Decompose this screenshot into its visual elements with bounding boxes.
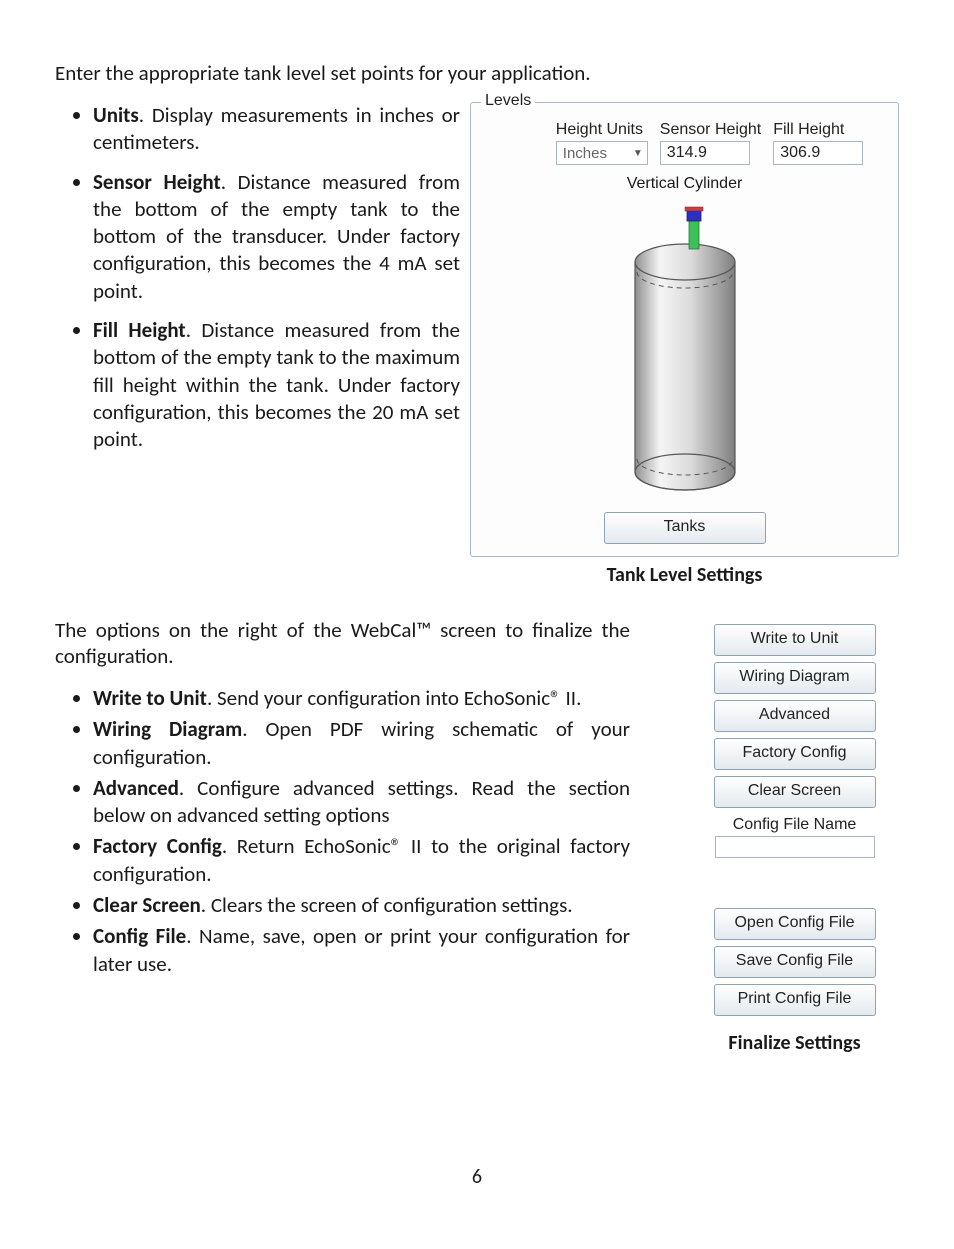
bullet-sensor-height: Sensor Height. Distance measured from th… [93, 169, 460, 305]
levels-panel: Levels Height Units Inches ▼ Sensor Heig… [470, 102, 899, 557]
bullet-clear: Clear Screen. Clears the screen of confi… [93, 892, 630, 919]
bullet-write: Write to Unit. Send your configuration i… [93, 685, 630, 712]
factory-config-button[interactable]: Factory Config [714, 738, 876, 770]
page-number: 6 [55, 1165, 899, 1189]
config-file-name-label: Config File Name [733, 816, 857, 834]
bullet-cfg-title: Config File [93, 923, 186, 949]
bullet-adv-title: Advanced [93, 775, 179, 801]
bullet-sensor-title: Sensor Height [93, 169, 221, 195]
tank-type-label: Vertical Cylinder [483, 175, 886, 193]
open-config-file-button[interactable]: Open Config File [714, 908, 876, 940]
clear-screen-button[interactable]: Clear Screen [714, 776, 876, 808]
bullet-write-text: . Send your configuration into EchoSonic… [207, 685, 581, 711]
save-config-file-button[interactable]: Save Config File [714, 946, 876, 978]
height-units-label: Height Units [556, 121, 643, 139]
fill-height-input[interactable]: 306.9 [773, 141, 863, 165]
bullet-clear-title: Clear Screen [93, 892, 201, 918]
tanks-button[interactable]: Tanks [604, 512, 766, 544]
finalize-button-panel: Write to Unit Wiring Diagram Advanced Fa… [690, 623, 899, 1023]
bullet-wiring: Wiring Diagram. Open PDF wiring schemati… [93, 716, 630, 771]
intro-text: Enter the appropriate tank level set poi… [55, 60, 899, 86]
bullet-config-file: Config File. Name, save, open or print y… [93, 923, 630, 978]
bullet-units-text: . Display measurements in inches or cent… [93, 102, 460, 155]
write-to-unit-button[interactable]: Write to Unit [714, 624, 876, 656]
bullet-units-title: Units [93, 102, 139, 128]
bullet-fill-height: Fill Height. Distance measured from the … [93, 317, 460, 453]
print-config-file-button[interactable]: Print Config File [714, 984, 876, 1016]
bullet-clear-text: . Clears the screen of configuration set… [201, 892, 573, 918]
bullet-factory-title: Factory Config [93, 833, 222, 859]
bullet-fill-title: Fill Height [93, 317, 186, 343]
sensor-height-input[interactable]: 314.9 [660, 141, 750, 165]
bullet-list-1: Units. Display measurements in inches or… [55, 102, 460, 454]
config-file-name-input[interactable] [715, 836, 875, 858]
levels-legend: Levels [481, 92, 535, 110]
tank-level-settings-caption: Tank Level Settings [470, 563, 899, 587]
fill-height-label: Fill Height [773, 121, 844, 139]
bullet-list-2: Write to Unit. Send your configuration i… [55, 685, 630, 978]
bullet-wiring-title: Wiring Diagram [93, 716, 242, 742]
bullet-factory: Factory Config. Return EchoSonic® II to … [93, 833, 630, 888]
bullet-write-title: Write to Unit [93, 685, 207, 711]
wiring-diagram-button[interactable]: Wiring Diagram [714, 662, 876, 694]
sensor-height-label: Sensor Height [660, 121, 761, 139]
height-units-dropdown[interactable]: Inches ▼ [556, 141, 648, 165]
advanced-button[interactable]: Advanced [714, 700, 876, 732]
chevron-down-icon: ▼ [631, 148, 645, 159]
height-units-value: Inches [563, 145, 631, 162]
section2-intro: The options on the right of the WebCal™ … [55, 617, 630, 669]
finalize-settings-caption: Finalize Settings [690, 1031, 899, 1055]
bullet-advanced: Advanced. Configure advanced settings. R… [93, 775, 630, 830]
bullet-units: Units. Display measurements in inches or… [93, 102, 460, 157]
tank-diagram [483, 197, 886, 502]
